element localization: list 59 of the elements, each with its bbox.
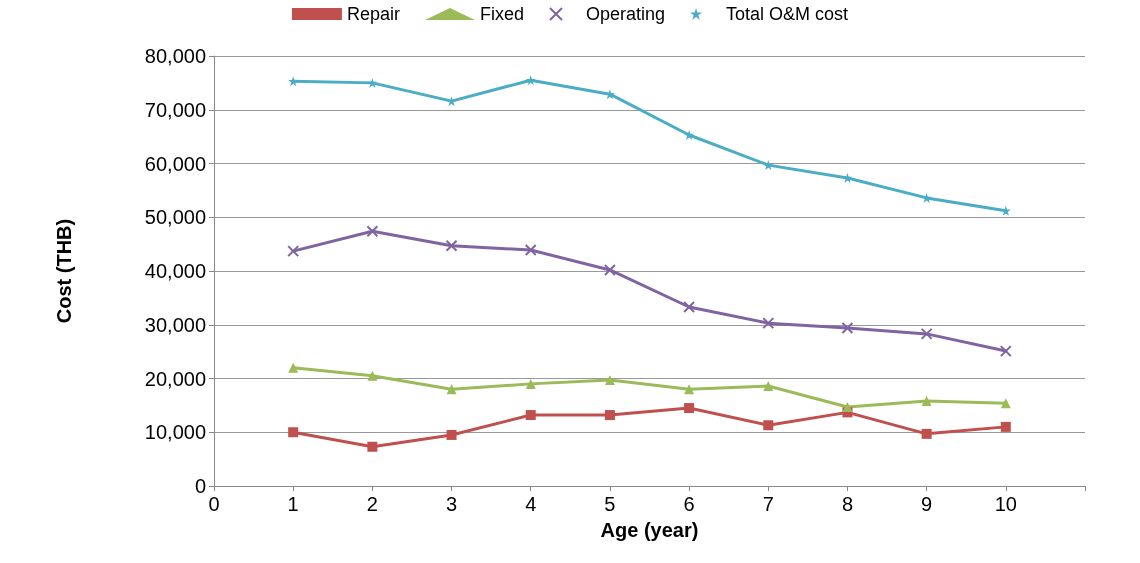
point <box>762 317 775 330</box>
x-tick-label: 8 <box>841 493 854 515</box>
y-tick-label: 10,000 <box>144 421 206 444</box>
point <box>288 362 299 373</box>
point <box>842 401 853 412</box>
point <box>446 429 457 440</box>
point <box>684 403 695 414</box>
point <box>287 245 300 258</box>
point <box>920 327 933 340</box>
point <box>684 130 695 141</box>
legend-label: Operating <box>585 4 666 24</box>
y-tick-label: 60,000 <box>144 152 206 175</box>
point <box>366 225 379 238</box>
point <box>999 345 1012 358</box>
x-tick-label: 5 <box>604 493 616 515</box>
point <box>445 239 458 252</box>
legend-label: Repair <box>346 4 400 24</box>
x-tick-label: 2 <box>366 493 378 515</box>
point <box>604 410 615 421</box>
x-tick-label: 7 <box>762 493 774 515</box>
x-tick-label: 6 <box>683 493 695 515</box>
point <box>525 75 536 86</box>
point <box>763 160 774 171</box>
y-tick-label: 40,000 <box>144 260 206 282</box>
point <box>524 244 537 257</box>
x-tick-label: 9 <box>921 493 933 515</box>
point <box>446 384 457 395</box>
point <box>288 427 299 438</box>
point <box>367 441 378 452</box>
y-tick-label: 50,000 <box>144 206 206 229</box>
y-tick-label: 70,000 <box>144 98 206 121</box>
y-tick-label: 80,000 <box>144 45 206 67</box>
point <box>683 301 696 314</box>
legend-label: Fixed <box>479 4 524 24</box>
point <box>367 77 378 88</box>
point <box>604 375 615 386</box>
x-axis-title: Age (year) <box>600 519 699 541</box>
point <box>603 263 616 276</box>
point <box>921 428 932 439</box>
point <box>1000 421 1011 432</box>
x-tick-label: 4 <box>525 493 537 515</box>
point <box>763 381 774 392</box>
legend-label: Total O&M cost <box>726 4 849 24</box>
point <box>684 384 695 395</box>
point <box>525 410 536 421</box>
point <box>1000 398 1011 409</box>
y-tick-label: 20,000 <box>144 367 206 390</box>
point <box>763 420 774 431</box>
x-tick-label: 0 <box>208 493 220 515</box>
y-tick-label: 30,000 <box>144 313 206 336</box>
x-tick-label: 3 <box>445 493 458 515</box>
point <box>367 370 378 381</box>
y-tick-label: 0 <box>194 475 206 497</box>
point <box>921 396 932 407</box>
point <box>841 321 854 334</box>
x-tick-label: 1 <box>287 493 299 515</box>
y-axis-title: Cost (THB) <box>53 218 75 324</box>
point <box>525 378 536 389</box>
x-tick-label: 10 <box>994 493 1017 515</box>
